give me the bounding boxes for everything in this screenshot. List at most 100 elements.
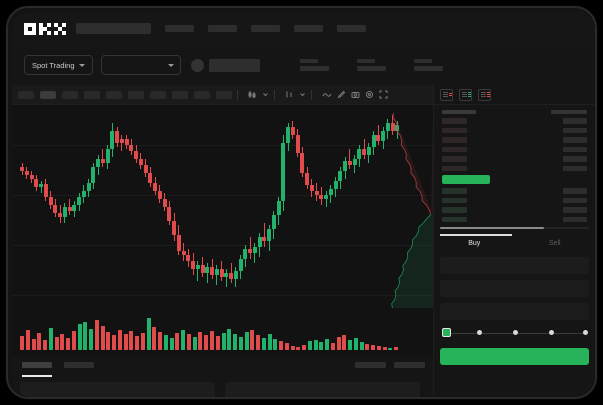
slider-node-3[interactable]: [513, 330, 518, 335]
line-chart-icon[interactable]: [322, 91, 332, 99]
timeframe-button-8[interactable]: [172, 90, 188, 99]
volume-bar: [279, 341, 284, 350]
chart-toolbar: [12, 85, 433, 105]
timeframe-button-7[interactable]: [150, 90, 166, 99]
chevron-down-icon[interactable]: [262, 91, 269, 98]
trading-pair-selector[interactable]: [100, 55, 181, 75]
orderbook-current-price: [434, 173, 595, 186]
volume-bar: [186, 334, 191, 350]
order-amount-input[interactable]: [440, 280, 589, 297]
volume-bar: [158, 332, 163, 350]
orderbook-ask-row[interactable]: [434, 154, 595, 164]
toolbar-divider: [274, 89, 275, 100]
orders-action-1[interactable]: [355, 362, 386, 368]
chevron-down-icon: [78, 63, 85, 67]
volume-bar: [37, 333, 42, 350]
order-form: [440, 257, 589, 320]
timeframe-button-10[interactable]: [216, 90, 232, 99]
volume-bar: [94, 320, 99, 350]
nav-items: [165, 25, 366, 32]
orderbook-bid-row[interactable]: [434, 215, 595, 225]
timeframe-button-2[interactable]: [40, 90, 56, 99]
orderbook-scrollbar[interactable]: [440, 227, 589, 229]
orderbook-ask-row[interactable]: [434, 116, 595, 126]
okx-logo[interactable]: [24, 22, 66, 35]
volume-bar: [60, 334, 65, 350]
orders-placeholder-left: [20, 382, 215, 397]
slider-node-5[interactable]: [583, 330, 588, 335]
timeframe-button-3[interactable]: [62, 90, 78, 99]
order-total-input[interactable]: [440, 303, 589, 320]
candlestick-chart-icon[interactable]: [248, 90, 257, 99]
timeframe-button-5[interactable]: [106, 90, 122, 99]
volume-bar: [250, 330, 255, 350]
market-header: Spot Trading: [12, 45, 595, 85]
fullscreen-icon[interactable]: [379, 90, 388, 99]
orderbook-both-icon[interactable]: [440, 88, 453, 101]
volume-bar: [83, 322, 88, 350]
nav-item-2[interactable]: [208, 25, 237, 32]
volume-bar: [175, 333, 180, 350]
toolbar-divider: [311, 89, 312, 100]
trading-mode-selector[interactable]: Spot Trading: [24, 55, 93, 75]
stat-value: [299, 66, 329, 71]
nav-item-3[interactable]: [251, 25, 280, 32]
orderbook-bid-row[interactable]: [434, 196, 595, 206]
volume-bar: [25, 330, 30, 350]
slider-handle[interactable]: [442, 328, 451, 337]
slider-node-4[interactable]: [549, 330, 554, 335]
chart-gridlines: [12, 105, 433, 357]
volume-bar: [353, 338, 358, 350]
top-navigation-bar: [12, 12, 595, 45]
orderbook-asks-icon[interactable]: [478, 88, 491, 101]
timeframe-button-9[interactable]: [194, 90, 210, 99]
market-stat: [356, 59, 386, 71]
indicators-icon[interactable]: [285, 90, 294, 99]
volume-bar: [129, 331, 134, 350]
nav-item-4[interactable]: [294, 25, 323, 32]
pair-avatar: [190, 58, 204, 72]
tab-order-history[interactable]: [64, 362, 94, 368]
order-price-input[interactable]: [440, 257, 589, 274]
nav-item-5[interactable]: [337, 25, 366, 32]
orderbook-bid-row[interactable]: [434, 205, 595, 215]
active-tab-underline: [22, 375, 52, 377]
volume-bar: [31, 339, 36, 350]
volume-bar: [112, 335, 117, 350]
volume-bar: [238, 337, 243, 350]
volume-bar: [261, 338, 266, 350]
orderbook-ask-row[interactable]: [434, 164, 595, 174]
place-buy-order-button[interactable]: [440, 348, 589, 365]
orderbook-ask-row[interactable]: [434, 145, 595, 155]
tab-buy[interactable]: Buy: [468, 240, 481, 247]
timeframe-button-6[interactable]: [128, 90, 144, 99]
orderbook-view-modes: [434, 85, 595, 105]
buy-sell-tabs: Buy Sell: [434, 234, 595, 247]
pencil-icon[interactable]: [337, 90, 346, 99]
volume-bar: [273, 339, 278, 350]
order-amount-slider[interactable]: [442, 328, 588, 340]
tab-sell[interactable]: Sell: [548, 240, 561, 247]
nav-item-1[interactable]: [165, 25, 194, 32]
search-input[interactable]: [76, 23, 151, 34]
chevron-down-icon[interactable]: [299, 91, 306, 98]
camera-icon[interactable]: [351, 90, 360, 99]
orders-action-2[interactable]: [394, 362, 425, 368]
timeframe-button-4[interactable]: [84, 90, 100, 99]
orderbook-ask-row[interactable]: [434, 126, 595, 136]
trading-mode-label: Spot Trading: [32, 60, 75, 70]
volume-bar: [152, 327, 157, 350]
timeframe-button-1[interactable]: [18, 90, 34, 99]
slider-node-2[interactable]: [477, 330, 482, 335]
orderbook-trade-column: Buy Sell: [433, 85, 595, 397]
volume-bar: [117, 330, 122, 350]
settings-icon[interactable]: [365, 90, 374, 99]
tab-open-orders[interactable]: [22, 362, 52, 368]
price-chart[interactable]: [12, 105, 433, 357]
volume-bar: [221, 333, 226, 350]
orderbook-bid-row[interactable]: [434, 186, 595, 196]
toolbar-divider: [237, 89, 238, 100]
orderbook-ask-row[interactable]: [434, 135, 595, 145]
orderbook-bids-icon[interactable]: [459, 88, 472, 101]
volume-bar: [348, 340, 353, 350]
